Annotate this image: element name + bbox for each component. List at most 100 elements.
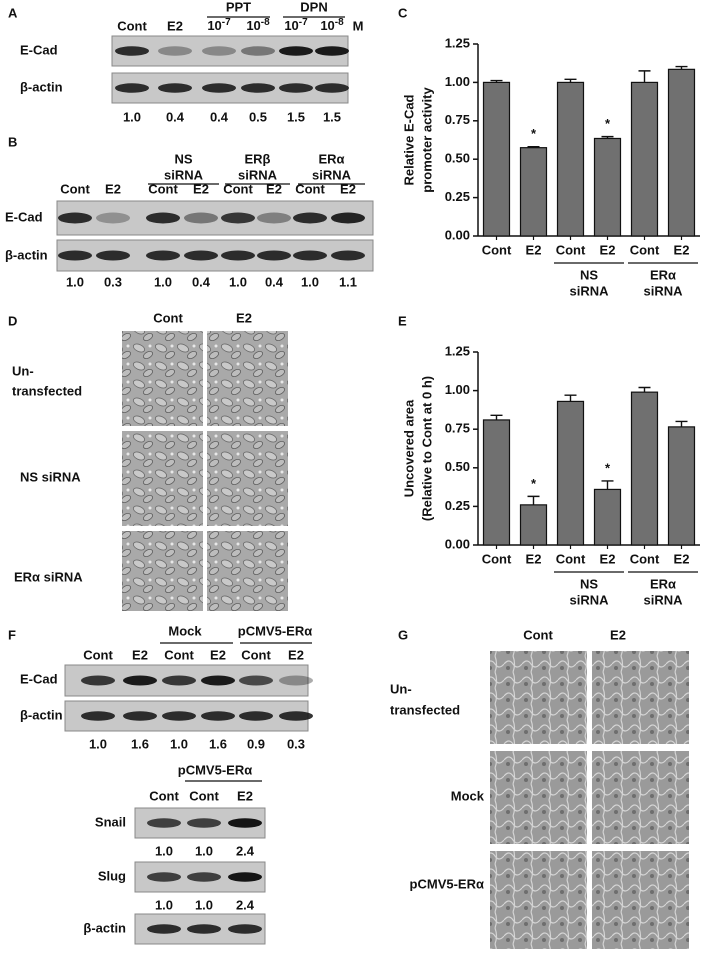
band — [331, 212, 365, 224]
row-label: β-actin — [20, 79, 63, 94]
panel-label: A — [8, 5, 18, 20]
x-tick-label: E2 — [526, 551, 542, 566]
lane-label: E2 — [340, 181, 356, 196]
band — [201, 675, 235, 686]
y-tick-label: 0.00 — [445, 227, 470, 242]
y-axis-title: Uncovered area — [401, 399, 416, 497]
quantification: 1.1 — [339, 274, 357, 289]
unit-label: M — [353, 18, 364, 33]
error-bar — [601, 480, 614, 490]
row-label: E-Cad — [20, 42, 58, 57]
x-tick-label: Cont — [556, 242, 586, 257]
lane-label: Cont — [241, 647, 271, 662]
band — [147, 924, 181, 934]
band — [202, 46, 236, 56]
band — [279, 83, 313, 93]
quantification: 1.0 — [195, 843, 213, 858]
row-label: Mock — [451, 788, 485, 803]
band — [228, 872, 262, 882]
label: siRNA — [312, 167, 352, 182]
x-tick-label: Cont — [482, 551, 512, 566]
quantification: 1.5 — [323, 109, 341, 124]
lane-label: 10-8 — [320, 17, 344, 34]
group-label: ERα — [650, 267, 676, 282]
micrograph — [205, 529, 290, 613]
lane-label: Cont — [148, 181, 178, 196]
row-label: ERα siRNA — [14, 569, 83, 584]
quantification: 0.4 — [166, 109, 185, 124]
band — [331, 250, 365, 261]
group-label: siRNA — [569, 283, 609, 298]
band — [158, 83, 192, 93]
label: NS — [174, 151, 192, 166]
quantification: 0.4 — [265, 274, 284, 289]
quantification: 0.4 — [210, 109, 229, 124]
lane-exponent: -7 — [222, 17, 231, 28]
row-label: pCMV5-ERα — [410, 876, 484, 891]
band — [279, 711, 313, 721]
label: E2 — [236, 310, 252, 325]
bar — [630, 391, 659, 546]
quantification: 0.3 — [104, 274, 122, 289]
lane-label: 10-7 — [284, 17, 308, 34]
lane-label: 10-7 — [207, 17, 231, 34]
label: PPT — [226, 0, 251, 14]
x-tick-label: Cont — [482, 242, 512, 257]
error-bar — [638, 70, 651, 83]
panel-label: G — [398, 627, 408, 642]
x-tick-label: Cont — [630, 242, 660, 257]
row-label: transfected — [390, 702, 460, 717]
micrograph — [590, 649, 691, 746]
lane-label: Cont — [164, 647, 194, 662]
bar — [482, 81, 511, 237]
label: ERα — [318, 151, 344, 166]
y-tick-label: 0.50 — [445, 459, 470, 474]
bar — [519, 504, 548, 546]
band — [221, 212, 255, 224]
group-label: NS — [580, 576, 598, 591]
row-label: E-Cad — [5, 209, 43, 224]
label: siRNA — [238, 167, 278, 182]
lane-base: 10 — [284, 18, 298, 33]
row-label: Un- — [12, 363, 34, 378]
error-bar — [490, 414, 503, 420]
band — [115, 83, 149, 93]
micrograph — [590, 849, 691, 951]
micrograph — [488, 649, 589, 746]
error-bar — [675, 420, 688, 427]
lane-label: E2 — [167, 18, 183, 33]
band — [187, 924, 221, 934]
quantification: 1.0 — [155, 897, 173, 912]
quantification: 1.0 — [66, 274, 84, 289]
band — [146, 250, 180, 261]
bar — [519, 147, 548, 237]
band — [187, 818, 221, 828]
band — [228, 924, 262, 934]
band — [257, 212, 291, 224]
quantification: 1.6 — [131, 736, 149, 751]
row-label: NS siRNA — [20, 469, 81, 484]
significance-marker: * — [605, 116, 611, 131]
band — [221, 250, 255, 261]
lane-label: Cont — [117, 18, 147, 33]
error-bar — [564, 394, 577, 402]
x-tick-label: Cont — [630, 551, 660, 566]
band — [81, 711, 115, 721]
quantification: 1.0 — [301, 274, 319, 289]
row-label: β-actin — [83, 920, 126, 935]
band — [228, 818, 262, 828]
lane-label: E2 — [288, 647, 304, 662]
error-bar — [675, 65, 688, 70]
quantification: 1.0 — [123, 109, 141, 124]
row-label: E-Cad — [20, 671, 58, 686]
row-label: Snail — [95, 814, 126, 829]
band — [239, 675, 273, 686]
quantification: 2.4 — [236, 897, 255, 912]
y-tick-label: 1.25 — [445, 343, 470, 358]
band — [293, 212, 327, 224]
lane-label: Cont — [83, 647, 113, 662]
error-bar — [564, 78, 577, 83]
micrograph — [120, 529, 205, 613]
band — [241, 46, 275, 56]
band — [162, 711, 196, 721]
